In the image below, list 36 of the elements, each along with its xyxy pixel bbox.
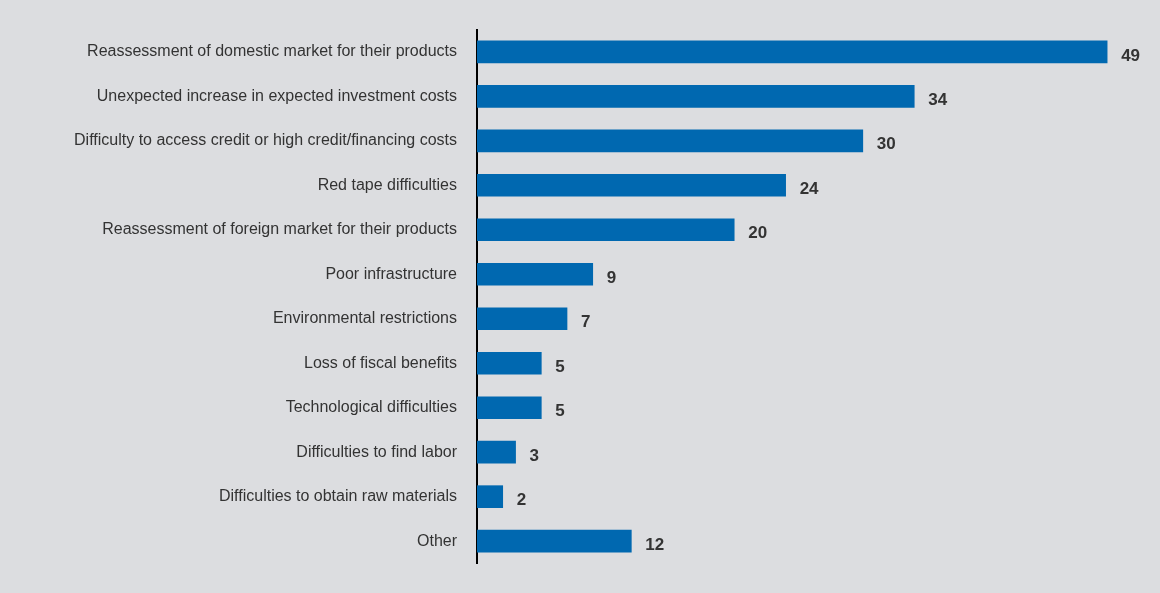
- bar: [477, 529, 632, 553]
- bar: [477, 396, 542, 420]
- bar: [477, 218, 735, 242]
- data-label: 20: [748, 223, 768, 243]
- bar: [477, 307, 568, 331]
- data-label: 49: [1121, 45, 1141, 65]
- bar: [477, 440, 516, 464]
- y-tick-label: Difficulties to obtain raw materials: [218, 487, 457, 505]
- y-tick-label: Reassessment of foreign market for their products: [102, 220, 457, 238]
- data-label: 9: [606, 267, 617, 287]
- y-tick-label: Loss of fiscal benefits: [304, 353, 457, 371]
- y-tick-label: Difficulty to access credit or high credit/financing costs: [74, 131, 457, 149]
- y-tick-label: Technological difficulties: [285, 398, 457, 416]
- bar: [477, 40, 1108, 64]
- bar: [477, 173, 786, 197]
- data-label: 12: [645, 534, 665, 554]
- data-label: 30: [876, 134, 896, 154]
- bar: [477, 262, 594, 286]
- y-tick-label: Reassessment of domestic market for their products: [87, 42, 457, 60]
- data-label: 5: [555, 401, 565, 421]
- data-label: 2: [516, 490, 527, 510]
- y-tick-label: Environmental restrictions: [272, 309, 457, 327]
- y-tick-label: Other: [416, 531, 458, 549]
- data-label: 7: [581, 312, 591, 332]
- data-label: 24: [799, 178, 820, 198]
- data-label: 34: [928, 90, 948, 110]
- data-label: 3: [529, 445, 540, 465]
- y-tick-label: Red tape difficulties: [317, 175, 457, 193]
- y-tick-label: Difficulties to find labor: [296, 442, 458, 460]
- bar: [477, 129, 864, 153]
- bar: [477, 351, 542, 375]
- data-label: 5: [555, 356, 565, 376]
- bar: [477, 485, 504, 509]
- bar: [477, 85, 915, 108]
- y-tick-label: Unexpected increase in expected investment costs: [96, 86, 457, 104]
- y-tick-label: Poor infrastructure: [325, 264, 458, 282]
